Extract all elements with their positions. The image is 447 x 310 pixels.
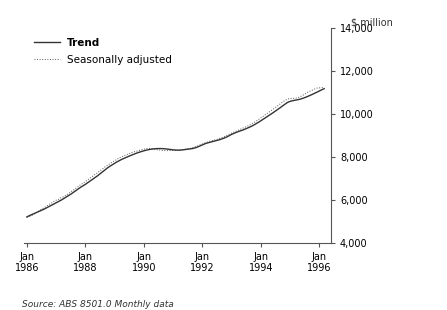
Seasonally adjusted (54, 198, 59, 202)
Trend (153, 147, 159, 151)
Trend (58, 198, 63, 202)
Text: $ million: $ million (351, 18, 393, 28)
Trend (24, 215, 30, 219)
Seasonally adjusted (24, 215, 30, 219)
Seasonally adjusted (58, 196, 63, 200)
Line: Seasonally adjusted: Seasonally adjusted (27, 87, 324, 217)
Seasonally adjusted (110, 160, 115, 164)
Trend (54, 201, 59, 205)
Trend (321, 87, 327, 91)
Trend (110, 163, 115, 167)
Trend (41, 207, 46, 211)
Seasonally adjusted (266, 111, 271, 115)
Seasonally adjusted (41, 206, 46, 210)
Legend: Trend, Seasonally adjusted: Trend, Seasonally adjusted (32, 36, 173, 67)
Seasonally adjusted (321, 85, 327, 89)
Text: Source: ABS 8501.0 Monthly data: Source: ABS 8501.0 Monthly data (22, 300, 174, 309)
Trend (266, 114, 271, 118)
Line: Trend: Trend (27, 89, 324, 217)
Seasonally adjusted (153, 148, 159, 151)
